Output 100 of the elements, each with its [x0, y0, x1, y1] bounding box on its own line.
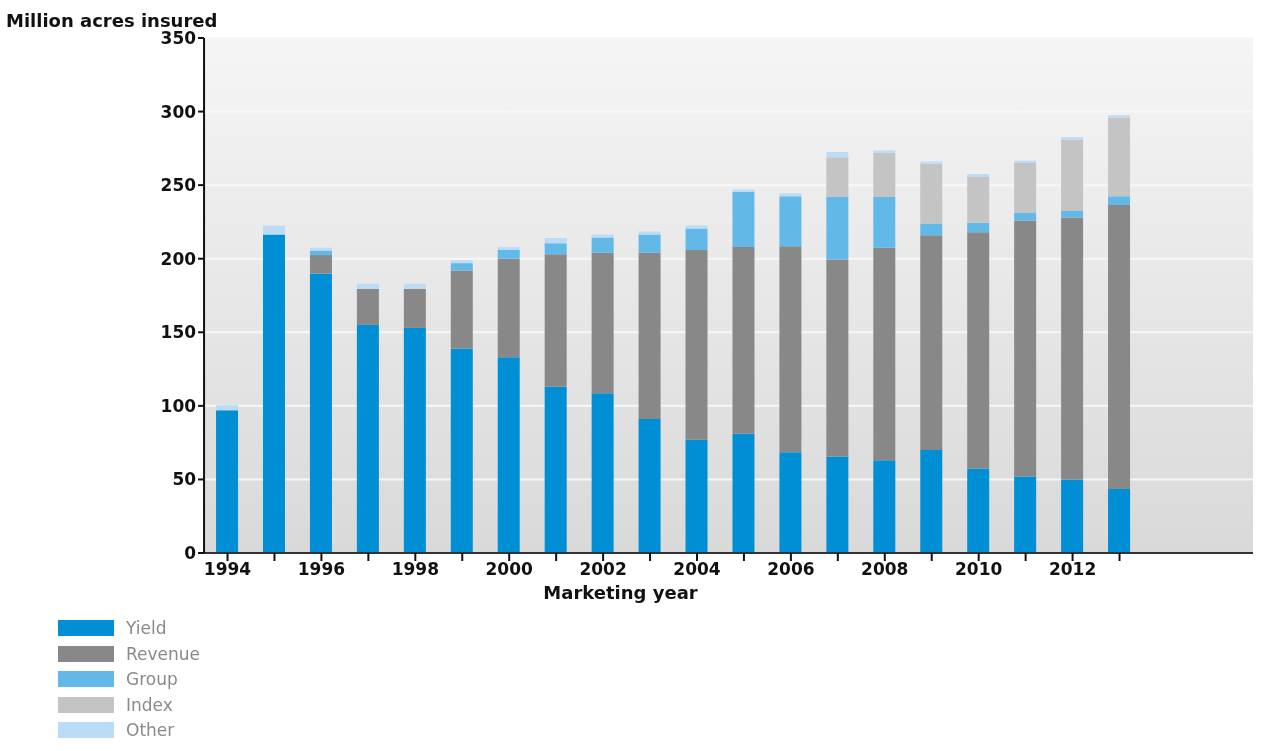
- bar: [591, 252, 614, 394]
- bar: [1014, 213, 1037, 221]
- y-tick-label: 50: [172, 469, 197, 490]
- bar: [450, 270, 473, 349]
- bar: [732, 246, 755, 434]
- bar: [544, 386, 567, 553]
- bar: [779, 193, 802, 197]
- bar: [1061, 210, 1084, 218]
- bar: [262, 234, 285, 553]
- bar: [920, 163, 943, 224]
- bar: [1108, 205, 1131, 489]
- bar: [1014, 160, 1037, 164]
- bar: [638, 252, 661, 420]
- bar: [967, 174, 990, 178]
- x-axis-title: Marketing year: [542, 582, 699, 603]
- bar: [356, 324, 379, 553]
- bar: [1061, 217, 1084, 480]
- bar: [685, 228, 708, 250]
- bar: [544, 243, 567, 255]
- bar: [873, 152, 896, 197]
- bar: [967, 232, 990, 469]
- x-tick-label: 2006: [767, 559, 815, 580]
- bar: [1108, 488, 1131, 553]
- y-tick-label: 250: [160, 175, 197, 196]
- y-tick-label: 0: [184, 543, 197, 564]
- bar: [967, 222, 990, 233]
- bar: [826, 456, 849, 553]
- bar: [1061, 137, 1084, 140]
- bar: [1108, 115, 1131, 118]
- bar: [544, 238, 567, 244]
- bar: [403, 327, 426, 553]
- bar: [450, 260, 473, 264]
- bar: [685, 225, 708, 229]
- bar: [826, 157, 849, 197]
- bar: [685, 249, 708, 440]
- bar: [497, 258, 520, 358]
- x-tick-label: 1994: [203, 559, 252, 580]
- bar: [1108, 196, 1131, 206]
- y-tick-label: 350: [160, 28, 197, 49]
- x-tick-label: 2004: [673, 559, 721, 580]
- bar: [497, 249, 520, 259]
- x-tick-label: 2000: [485, 559, 534, 580]
- bar: [356, 283, 379, 289]
- bar: [920, 450, 943, 553]
- bar: [967, 468, 990, 553]
- legend-label: Yield: [126, 618, 167, 639]
- bar: [873, 247, 896, 461]
- bar: [262, 225, 285, 235]
- bar: [497, 246, 520, 250]
- bar: [826, 259, 849, 457]
- bar: [920, 161, 943, 164]
- bar: [309, 273, 332, 553]
- bar: [732, 189, 755, 192]
- bar: [450, 348, 473, 553]
- x-tick-label: 2010: [955, 559, 1003, 580]
- y-tick-label: 100: [160, 395, 197, 416]
- bar: [873, 196, 896, 248]
- y-tick-label: 200: [160, 248, 197, 269]
- bar: [638, 419, 661, 553]
- bar: [497, 357, 520, 553]
- x-tick-label: 1996: [297, 559, 346, 580]
- bar: [1061, 139, 1084, 211]
- bar: [1014, 476, 1037, 553]
- bar: [779, 246, 802, 453]
- bar: [1108, 117, 1131, 197]
- bar: [732, 433, 755, 553]
- y-tick-label: 300: [160, 101, 197, 122]
- bar: [403, 288, 426, 328]
- bar: [1014, 163, 1037, 214]
- legend-label: Index: [126, 694, 173, 715]
- bar: [1061, 479, 1084, 553]
- bar: [450, 263, 473, 271]
- bar: [779, 452, 802, 553]
- x-tick-label: 2012: [1048, 559, 1097, 580]
- bar: [920, 235, 943, 450]
- bar: [216, 405, 239, 411]
- bar: [685, 439, 708, 553]
- legend-label: Revenue: [126, 643, 201, 664]
- legend-label: Group: [126, 669, 178, 690]
- bar: [591, 234, 614, 238]
- bar: [356, 288, 379, 325]
- y-axis-title: Million acres insured: [6, 10, 218, 31]
- x-tick-label: 2002: [579, 559, 627, 580]
- bar: [591, 393, 614, 553]
- bar: [309, 247, 332, 251]
- bar: [732, 191, 755, 247]
- bar: [591, 237, 614, 253]
- bar: [920, 223, 943, 236]
- bar: [779, 196, 802, 247]
- x-tick-label: 2008: [861, 559, 909, 580]
- bar: [216, 410, 239, 553]
- bar: [1014, 220, 1037, 477]
- bar: [544, 254, 567, 387]
- bar: [638, 234, 661, 253]
- x-tick-label: 1998: [391, 559, 439, 580]
- bar: [403, 283, 426, 289]
- bar: [826, 196, 849, 260]
- bar: [309, 255, 332, 274]
- bar: [967, 177, 990, 223]
- legend-label: Other: [126, 720, 175, 741]
